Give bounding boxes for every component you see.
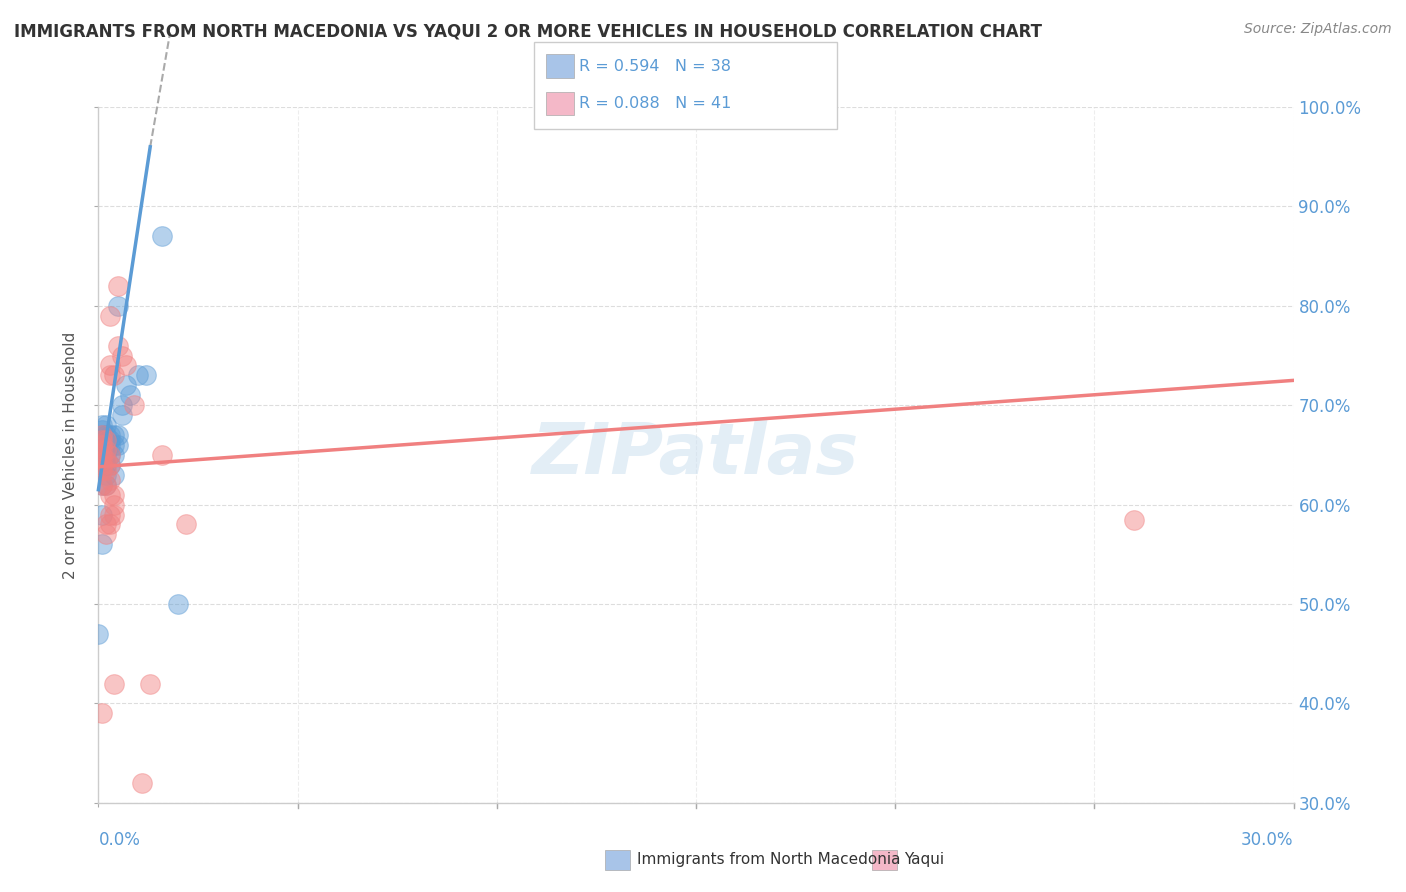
Point [103,448,125,462]
Point [100,438,122,452]
Point [107,279,129,293]
Point [100,428,122,442]
Point [111,398,134,412]
Point [100,368,122,383]
Point [91,438,114,452]
Point [96,433,118,447]
Point [96,458,118,472]
Point [131,776,153,790]
Point [103,467,125,482]
Text: Source: ZipAtlas.com: Source: ZipAtlas.com [1244,22,1392,37]
Point [96,418,118,433]
Point [107,438,129,452]
Point [103,676,125,690]
Point [91,706,114,721]
Point [91,438,114,452]
Point [100,448,122,462]
Point [96,442,118,457]
Point [103,368,125,383]
Point [96,477,118,491]
Point [107,428,129,442]
Point [103,508,125,522]
Point [96,467,118,482]
Point [100,508,122,522]
Point [100,458,122,472]
Point [91,418,114,433]
Point [91,508,114,522]
Point [111,408,134,422]
Point [91,463,114,477]
Point [103,438,125,452]
Point [96,477,118,491]
Point [87,627,110,641]
Point [96,517,118,532]
Point [107,338,129,352]
Text: ZIPatlas: ZIPatlas [533,420,859,490]
Point [96,438,118,452]
Point [100,517,122,532]
Point [96,433,118,447]
Point [107,299,129,313]
Point [150,448,173,462]
Point [103,498,125,512]
Point [150,229,173,244]
Point [103,488,125,502]
Point [91,433,114,447]
Point [167,597,190,611]
Point [100,448,122,462]
Point [91,453,114,467]
Point [91,477,114,491]
Point [100,309,122,323]
Point [139,676,162,690]
Point [96,448,118,462]
Point [124,398,146,412]
Point [100,458,122,472]
Point [100,359,122,373]
Point [91,537,114,551]
Point [174,517,197,532]
Text: 0.0%: 0.0% [98,830,141,848]
Point [91,458,114,472]
Point [111,349,134,363]
Point [100,433,122,447]
Text: IMMIGRANTS FROM NORTH MACEDONIA VS YAQUI 2 OR MORE VEHICLES IN HOUSEHOLD CORRELA: IMMIGRANTS FROM NORTH MACEDONIA VS YAQUI… [14,22,1042,40]
Text: Immigrants from North Macedonia: Immigrants from North Macedonia [637,853,900,867]
Point [96,463,118,477]
Point [103,428,125,442]
Text: R = 0.088   N = 41: R = 0.088 N = 41 [579,96,731,111]
Point [100,488,122,502]
Text: R = 0.594   N = 38: R = 0.594 N = 38 [579,59,731,73]
Point [91,423,114,437]
Y-axis label: 2 or more Vehicles in Household: 2 or more Vehicles in Household [63,331,79,579]
Point [127,368,149,383]
Point [91,428,114,442]
Point [115,378,138,392]
Point [91,428,114,442]
Point [91,448,114,462]
Point [96,527,118,541]
Point [91,458,114,472]
Point [96,453,118,467]
Point [120,388,142,402]
Point [115,359,138,373]
Point [100,473,122,487]
Point [135,368,157,383]
Point [96,428,118,442]
Point [1123,512,1146,526]
Text: Yaqui: Yaqui [904,853,945,867]
Point [91,477,114,491]
Text: 30.0%: 30.0% [1241,830,1294,848]
Point [91,442,114,457]
Point [91,448,114,462]
